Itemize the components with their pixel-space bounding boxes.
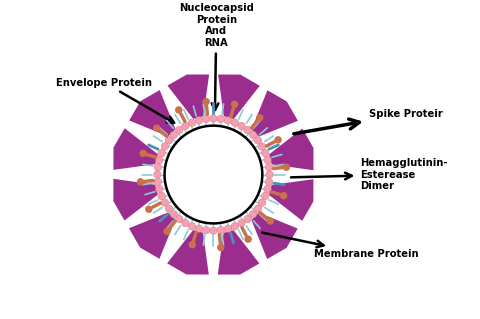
Circle shape [203,226,210,234]
Circle shape [258,199,266,206]
Polygon shape [218,75,260,119]
Circle shape [224,117,232,124]
Circle shape [165,137,173,144]
Circle shape [264,156,271,164]
Circle shape [262,192,269,200]
Circle shape [170,211,178,218]
Text: Spike Proteir: Spike Proteir [294,109,443,134]
Circle shape [265,178,273,186]
Circle shape [165,126,262,223]
Circle shape [154,171,161,178]
Polygon shape [252,213,298,259]
Circle shape [262,149,269,157]
Circle shape [176,215,183,223]
Polygon shape [168,75,209,119]
Circle shape [140,150,147,157]
Circle shape [231,100,239,108]
Circle shape [170,131,178,139]
Polygon shape [129,90,176,137]
Circle shape [244,215,252,223]
Circle shape [153,124,160,132]
Circle shape [264,185,271,193]
Circle shape [188,119,196,126]
Circle shape [244,235,252,243]
Circle shape [156,185,163,193]
Circle shape [266,171,273,178]
Circle shape [188,223,196,230]
Circle shape [158,192,166,200]
Circle shape [254,205,262,212]
Circle shape [244,126,252,134]
Text: Envelope Protein: Envelope Protein [56,78,174,123]
Circle shape [217,226,225,234]
Circle shape [161,143,168,150]
Circle shape [210,227,217,234]
Circle shape [238,122,245,130]
Polygon shape [129,212,175,259]
Circle shape [137,178,144,186]
Polygon shape [167,230,209,275]
Circle shape [210,115,217,122]
Circle shape [224,225,232,233]
Circle shape [249,211,257,218]
Circle shape [176,126,183,134]
Circle shape [258,143,266,150]
Polygon shape [269,179,313,221]
Text: Membrane Protein: Membrane Protein [262,233,419,259]
Polygon shape [113,179,158,220]
Circle shape [217,244,225,251]
Circle shape [165,205,173,212]
Circle shape [154,178,162,186]
Polygon shape [113,128,158,170]
Circle shape [280,192,288,199]
Circle shape [195,225,203,233]
Circle shape [266,217,274,225]
Circle shape [163,227,171,235]
Circle shape [161,199,168,206]
Circle shape [195,117,203,124]
Circle shape [175,106,182,114]
Circle shape [181,219,189,227]
Circle shape [231,119,239,126]
Circle shape [256,114,264,122]
Circle shape [238,219,245,227]
Text: Nucleocapsid
Protein
And
RNA: Nucleocapsid Protein And RNA [179,3,254,110]
Polygon shape [269,129,313,170]
Text: Hemagglutinin-
Esterease
Dimer: Hemagglutinin- Esterease Dimer [291,158,447,191]
Circle shape [231,223,239,230]
Circle shape [203,98,210,105]
Circle shape [254,137,262,144]
Circle shape [249,131,257,139]
Circle shape [181,122,189,130]
Polygon shape [252,90,298,137]
Circle shape [145,205,153,213]
Circle shape [158,149,166,157]
Circle shape [189,241,196,249]
Circle shape [156,156,163,164]
Circle shape [217,115,225,123]
Circle shape [154,163,162,171]
Circle shape [274,136,282,144]
Circle shape [265,163,273,171]
Circle shape [283,163,290,171]
Polygon shape [218,230,259,275]
Circle shape [203,115,210,123]
